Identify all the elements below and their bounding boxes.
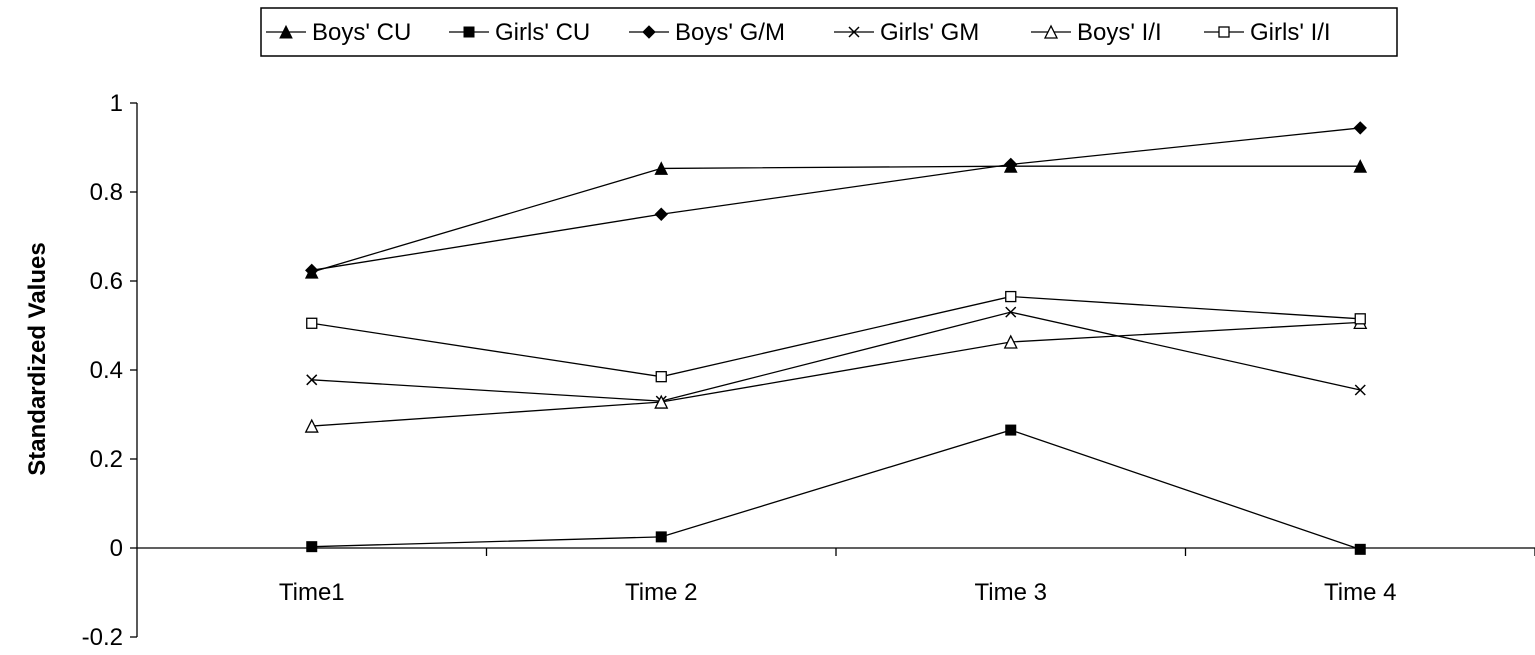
legend-label: Boys' I/I xyxy=(1077,19,1162,46)
legend-marker xyxy=(642,25,656,39)
legend-marker xyxy=(1218,26,1230,38)
y-tick-label: -0.2 xyxy=(82,624,123,651)
x-tick-label: Time1 xyxy=(279,579,345,606)
legend-marker xyxy=(1043,24,1059,39)
data-point xyxy=(306,317,318,329)
data-point xyxy=(1353,159,1368,173)
data-point xyxy=(1005,424,1017,436)
y-tick-label: 0.2 xyxy=(90,446,123,473)
data-point xyxy=(306,541,318,553)
data-point xyxy=(1005,290,1017,303)
series-line xyxy=(311,295,1361,378)
data-point xyxy=(654,161,669,175)
legend-label: Boys' G/M xyxy=(675,19,785,46)
data-point xyxy=(654,207,668,221)
legend-label: Boys' CU xyxy=(312,19,411,46)
x-tick-label: Time 3 xyxy=(975,579,1047,606)
data-point xyxy=(1004,157,1018,172)
legend-label: Girls' CU xyxy=(495,19,590,46)
legend-marker xyxy=(279,24,293,39)
series-line xyxy=(311,429,1361,550)
plot-area: -0.2 0 0.2 0.4 0.6 0.8 1 Time1 Time 2 Time 3 Time … xyxy=(82,90,1535,651)
legend-marker xyxy=(463,26,475,38)
legend-marker xyxy=(848,26,860,38)
series-line xyxy=(311,127,1361,271)
data-point xyxy=(1003,334,1018,349)
series-line xyxy=(311,321,1361,427)
data-point xyxy=(1005,306,1017,318)
data-point xyxy=(655,531,667,543)
y-tick-label: 0.4 xyxy=(90,357,123,384)
x-tick-label: Time 2 xyxy=(625,579,697,606)
data-point xyxy=(1354,543,1366,555)
data-point xyxy=(1354,384,1366,396)
y-tick-label: 0.8 xyxy=(90,179,123,206)
data-point xyxy=(1353,121,1367,135)
legend-label: Girls' I/I xyxy=(1250,19,1331,46)
data-point xyxy=(304,418,319,433)
legend: Boys' CU Girls' CU Boys' G/M Girls' GM Boys'… xyxy=(266,19,1331,46)
data-point xyxy=(654,394,669,409)
x-tick-label: Time 4 xyxy=(1324,579,1396,606)
data-point xyxy=(655,371,667,383)
y-tick-label: 0 xyxy=(110,535,123,562)
data-point xyxy=(306,374,318,386)
y-axis-title: Standardized Values xyxy=(24,242,51,475)
data-point xyxy=(305,263,319,278)
y-tick-label: 0.6 xyxy=(90,268,123,295)
legend-label: Girls' GM xyxy=(880,19,979,46)
series-line xyxy=(311,165,1361,273)
data-point xyxy=(1354,313,1366,325)
series-line xyxy=(311,311,1361,402)
y-tick-label: 1 xyxy=(110,90,123,117)
